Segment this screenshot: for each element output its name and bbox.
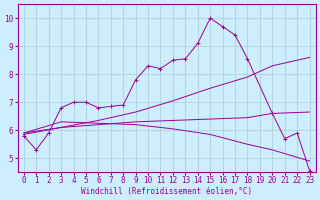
X-axis label: Windchill (Refroidissement éolien,°C): Windchill (Refroidissement éolien,°C) bbox=[81, 187, 252, 196]
